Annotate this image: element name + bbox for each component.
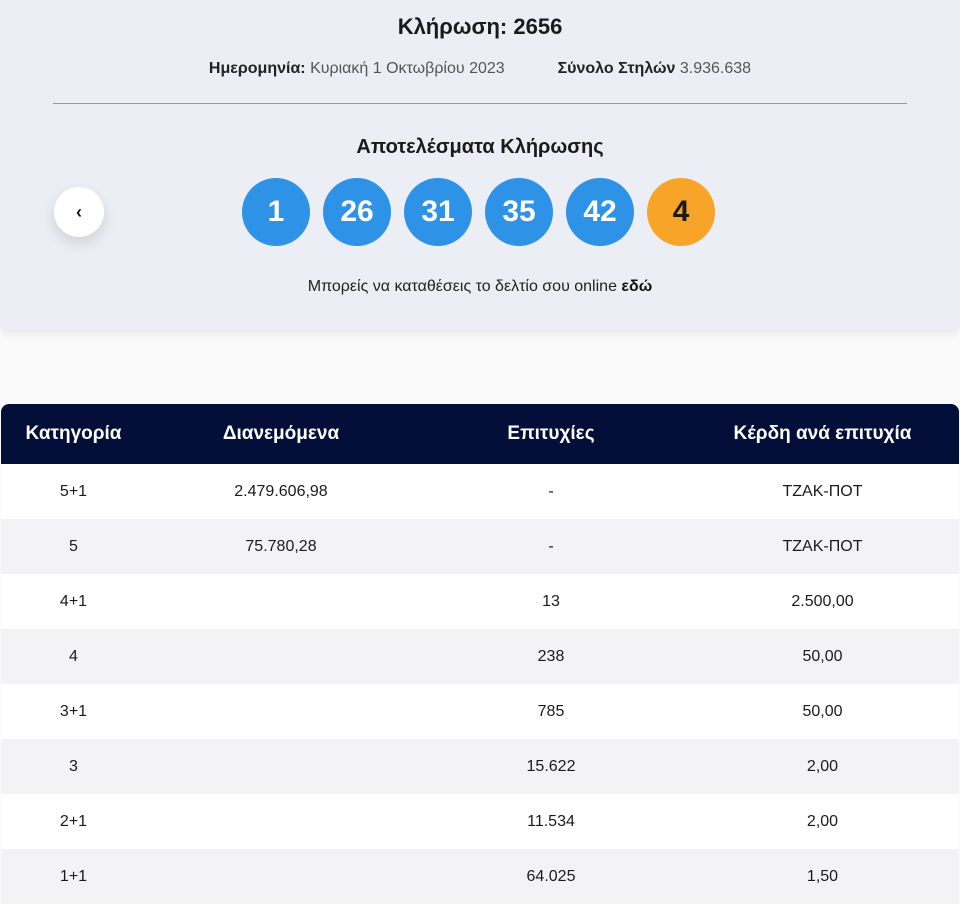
cell-prize: 1,50	[806, 867, 839, 885]
cell-prize: ΤΖΑΚ-ΠΟΤ	[782, 537, 863, 555]
cell-category: 1+1	[59, 867, 88, 885]
cell-category: 2+1	[59, 812, 88, 830]
cell-winners: 15.622	[526, 757, 576, 775]
cell-prize: 2,00	[806, 812, 839, 830]
cell-distributed	[146, 629, 416, 684]
cell-distributed	[146, 849, 416, 904]
number-ball: 35	[485, 178, 553, 246]
cell-prize: 50,00	[802, 702, 843, 720]
table-row: 4 238 50,00	[1, 629, 959, 684]
header-winners: Επιτυχίες	[507, 423, 595, 444]
cell-category: 4+1	[59, 592, 88, 610]
cell-distributed	[146, 684, 416, 739]
cell-prize: ΤΖΑΚ-ΠΟΤ	[782, 482, 863, 500]
cell-category: 5	[69, 537, 78, 555]
cell-distributed: 75.780,28	[245, 537, 317, 555]
cell-winners: 785	[537, 702, 565, 720]
number-ball: 42	[566, 178, 634, 246]
cell-winners: 13	[542, 592, 560, 610]
online-link[interactable]: εδώ	[621, 278, 653, 295]
table-row: 4+1 13 2.500,00	[1, 574, 959, 629]
draw-meta: Ημερομηνία: Κυριακή 1 Οκτωβρίου 2023 Σύν…	[0, 60, 960, 78]
cell-distributed	[146, 739, 416, 794]
header-distributed: Διανεμόμενα	[222, 423, 340, 444]
winning-numbers: 1 26 31 35 42 4	[242, 178, 715, 246]
cell-category: 3+1	[59, 702, 88, 720]
table-row: 5+1 2.479.606,98 - ΤΖΑΚ-ΠΟΤ	[1, 464, 959, 519]
table-row: 1+1 64.025 1,50	[1, 849, 959, 904]
cell-winners: -	[548, 537, 554, 555]
cell-winners: 238	[537, 647, 565, 665]
cell-category: 4	[69, 647, 78, 665]
header-category: Κατηγορία	[25, 423, 122, 444]
table-row: 5 75.780,28 - ΤΖΑΚ-ΠΟΤ	[1, 519, 959, 574]
table-row: 3+1 785 50,00	[1, 684, 959, 739]
cell-prize: 50,00	[802, 647, 843, 665]
draw-card: Κλήρωση: 2656 Ημερομηνία: Κυριακή 1 Οκτω…	[0, 0, 960, 330]
number-ball: 1	[242, 178, 310, 246]
bonus-ball: 4	[647, 178, 715, 246]
cell-winners: 11.534	[527, 812, 575, 830]
columns-value: 3.936.638	[679, 60, 752, 77]
table-row: 2+1 11.534 2,00	[1, 794, 959, 849]
prize-table: Κατηγορία Διανεμόμενα Επιτυχίες Κέρδη αν…	[1, 404, 959, 904]
chevron-left-icon: ‹	[76, 201, 82, 222]
draw-title: Κλήρωση: 2656	[397, 14, 563, 39]
table-header: Κατηγορία Διανεμόμενα Επιτυχίες Κέρδη αν…	[1, 404, 959, 464]
columns-label: Σύνολο Στηλών	[557, 60, 676, 77]
cell-category: 5+1	[59, 482, 88, 500]
divider	[53, 103, 907, 104]
online-text: Μπορείς να καταθέσεις το δελτίο σου onli…	[307, 278, 622, 295]
date-label: Ημερομηνία:	[208, 60, 306, 77]
number-ball: 26	[323, 178, 391, 246]
results-title: Αποτελέσματα Κλήρωσης	[356, 136, 604, 158]
previous-draw-button[interactable]: ‹	[54, 187, 104, 237]
number-ball: 31	[404, 178, 472, 246]
cell-category: 3	[69, 757, 78, 775]
cell-winners: 64.025	[526, 867, 576, 885]
header-prize: Κέρδη ανά επιτυχία	[733, 423, 912, 444]
online-prompt: Μπορείς να καταθέσεις το δελτίο σου onli…	[0, 278, 960, 296]
cell-distributed	[146, 574, 416, 629]
table-row: 3 15.622 2,00	[1, 739, 959, 794]
cell-distributed: 2.479.606,98	[234, 482, 328, 500]
cell-prize: 2.500,00	[791, 592, 854, 610]
cell-distributed	[146, 794, 416, 849]
cell-winners: -	[548, 482, 554, 500]
date-value: Κυριακή 1 Οκτωβρίου 2023	[310, 60, 505, 77]
cell-prize: 2,00	[806, 757, 839, 775]
